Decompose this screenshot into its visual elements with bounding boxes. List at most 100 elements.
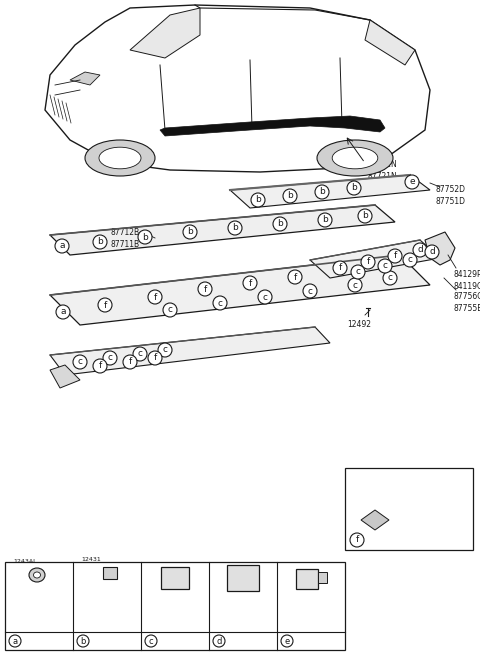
Text: c: c xyxy=(108,354,112,363)
Text: c: c xyxy=(387,274,393,283)
Polygon shape xyxy=(45,5,430,172)
Text: c: c xyxy=(383,262,387,270)
Text: c: c xyxy=(137,350,143,358)
Circle shape xyxy=(383,271,397,285)
Text: a: a xyxy=(12,636,18,646)
Circle shape xyxy=(258,290,272,304)
Circle shape xyxy=(103,351,117,365)
Circle shape xyxy=(198,282,212,296)
Text: e: e xyxy=(284,636,289,646)
Polygon shape xyxy=(50,327,330,375)
Ellipse shape xyxy=(34,572,40,578)
FancyBboxPatch shape xyxy=(296,569,318,589)
Text: — 87759D: — 87759D xyxy=(395,518,435,527)
Text: f: f xyxy=(338,264,342,272)
Circle shape xyxy=(73,355,87,369)
Bar xyxy=(345,468,473,550)
Text: 87712B
87711B: 87712B 87711B xyxy=(111,228,140,249)
Ellipse shape xyxy=(317,140,393,176)
Circle shape xyxy=(93,235,107,249)
Circle shape xyxy=(213,296,227,310)
Text: 87722N
87721N: 87722N 87721N xyxy=(368,160,398,181)
Text: 87702B: 87702B xyxy=(297,636,326,646)
Circle shape xyxy=(303,284,317,298)
FancyBboxPatch shape xyxy=(161,567,189,589)
Polygon shape xyxy=(50,365,80,388)
Text: 84129P
84119C: 84129P 84119C xyxy=(453,270,480,291)
Circle shape xyxy=(183,225,197,239)
Text: b: b xyxy=(255,195,261,205)
Polygon shape xyxy=(310,240,440,278)
Polygon shape xyxy=(425,232,455,265)
Ellipse shape xyxy=(29,568,45,582)
Polygon shape xyxy=(230,175,430,208)
Circle shape xyxy=(213,635,225,647)
Text: — 1249LJ: — 1249LJ xyxy=(395,497,431,506)
Text: d: d xyxy=(216,636,222,646)
Text: b: b xyxy=(187,228,193,237)
Circle shape xyxy=(9,635,21,647)
Text: b: b xyxy=(319,188,325,197)
Circle shape xyxy=(413,243,427,257)
Circle shape xyxy=(123,355,137,369)
Text: b: b xyxy=(277,220,283,228)
Circle shape xyxy=(56,305,70,319)
Polygon shape xyxy=(50,255,430,325)
Circle shape xyxy=(403,253,417,267)
Circle shape xyxy=(288,270,302,284)
Text: d: d xyxy=(417,245,423,255)
Text: c: c xyxy=(356,268,360,276)
Circle shape xyxy=(388,249,402,263)
Circle shape xyxy=(361,255,375,269)
Ellipse shape xyxy=(85,140,155,176)
Text: c: c xyxy=(163,346,168,354)
Text: 87756J: 87756J xyxy=(229,636,255,646)
Circle shape xyxy=(251,193,265,207)
Polygon shape xyxy=(160,116,385,136)
Text: f: f xyxy=(128,358,132,367)
Circle shape xyxy=(318,213,332,227)
Circle shape xyxy=(333,261,347,275)
Polygon shape xyxy=(50,205,395,255)
Circle shape xyxy=(347,181,361,195)
Bar xyxy=(5,562,345,650)
Circle shape xyxy=(55,239,69,253)
Text: c: c xyxy=(263,293,267,302)
Text: 12492: 12492 xyxy=(347,320,371,329)
Text: f: f xyxy=(248,279,252,287)
Circle shape xyxy=(77,635,89,647)
Circle shape xyxy=(163,303,177,317)
Circle shape xyxy=(148,290,162,304)
Text: b: b xyxy=(362,211,368,220)
Ellipse shape xyxy=(99,147,141,169)
Text: 1243AJ: 1243AJ xyxy=(13,559,35,564)
Text: f: f xyxy=(103,300,107,310)
Circle shape xyxy=(283,189,297,203)
Ellipse shape xyxy=(332,147,378,169)
Circle shape xyxy=(93,359,107,373)
Circle shape xyxy=(138,230,152,244)
Text: f: f xyxy=(154,293,156,302)
Polygon shape xyxy=(130,8,200,58)
Text: 87752D
87751D: 87752D 87751D xyxy=(435,185,465,206)
Circle shape xyxy=(378,259,392,273)
Text: d: d xyxy=(429,247,435,256)
Circle shape xyxy=(228,221,242,235)
Text: a: a xyxy=(60,308,66,316)
Text: f: f xyxy=(355,535,359,544)
Text: 12431: 12431 xyxy=(81,557,101,562)
Circle shape xyxy=(145,635,157,647)
Text: 87756G
87755B: 87756G 87755B xyxy=(453,292,480,313)
Text: c: c xyxy=(217,298,223,308)
Circle shape xyxy=(281,635,293,647)
Circle shape xyxy=(133,347,147,361)
Text: 87715H: 87715H xyxy=(21,605,45,610)
Polygon shape xyxy=(70,72,100,85)
Text: f: f xyxy=(98,361,102,371)
Text: 87786: 87786 xyxy=(161,636,185,646)
Circle shape xyxy=(425,245,439,259)
Text: f: f xyxy=(394,251,396,260)
Circle shape xyxy=(158,343,172,357)
Text: f: f xyxy=(293,272,297,281)
Text: e: e xyxy=(409,178,415,186)
